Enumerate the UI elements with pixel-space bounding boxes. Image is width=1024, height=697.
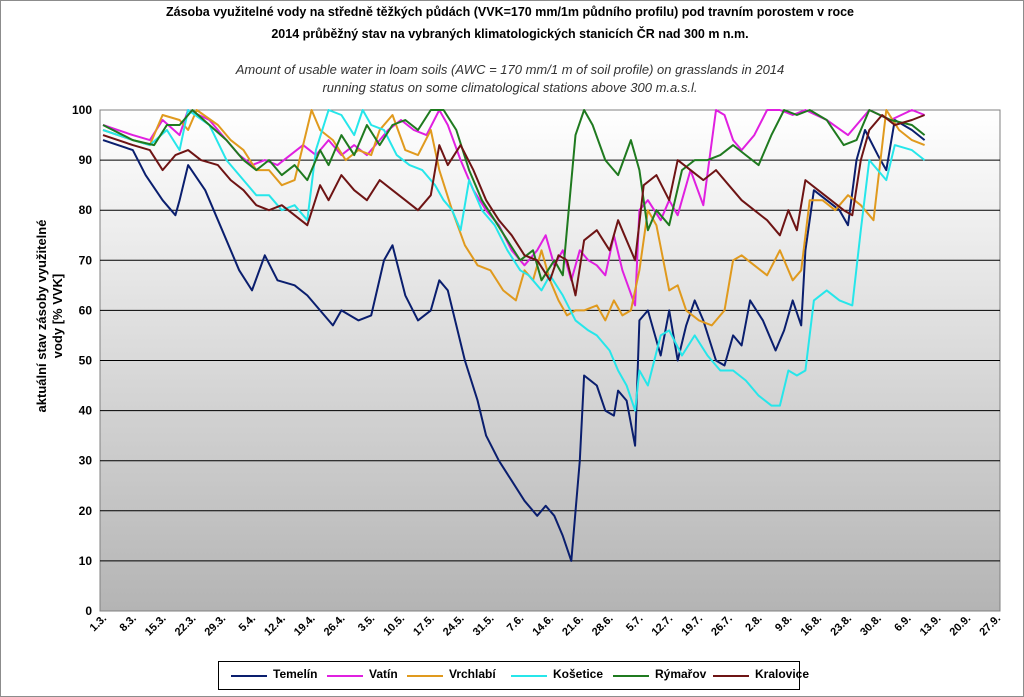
- legend-label: Temelín: [273, 667, 318, 681]
- x-tick-label: 26.7.: [709, 613, 735, 639]
- x-tick-label: 27.9.: [977, 613, 1003, 639]
- x-tick-label: 16.8.: [799, 613, 825, 639]
- legend-label: Rýmařov: [655, 667, 707, 681]
- series-line-3: [102, 109, 925, 327]
- series-line-6: [102, 114, 925, 297]
- legend-label: Kralovice: [755, 667, 810, 681]
- x-tick-label: 6.9.: [892, 613, 913, 634]
- x-tick-label: 17.5.: [411, 613, 437, 639]
- legend: Temelín Vatín Vrchlabí Košetice Rýmařov Kralo…: [218, 661, 809, 690]
- x-tick-label: 12.4.: [262, 613, 288, 639]
- chart-title-line2: 2014 průběžný stav na vybraných klimatol…: [271, 27, 749, 41]
- legend-swatch: [407, 675, 443, 677]
- x-tick-label: 21.6.: [560, 613, 586, 639]
- x-tick-label: 7.6.: [505, 613, 526, 634]
- y-tick-label: 60: [79, 303, 93, 317]
- x-tick-label: 19.4.: [292, 613, 318, 639]
- chart-title-line1: Zásoba využitelné vody na středně těžkýc…: [166, 5, 854, 19]
- y-tick-label: 20: [79, 504, 93, 518]
- y-tick-label: 0: [85, 604, 92, 618]
- y-tick-label: 10: [79, 554, 93, 568]
- legend-swatch: [613, 675, 649, 677]
- y-tick-label: 40: [79, 404, 93, 418]
- x-tick-label: 12.7.: [650, 613, 676, 639]
- x-tick-label: 8.3.: [117, 613, 138, 634]
- x-tick-label: 22.3.: [173, 613, 199, 639]
- legend-swatch: [511, 675, 547, 677]
- x-tick-label: 29.3.: [203, 613, 229, 639]
- x-tick-label: 5.4.: [237, 613, 258, 634]
- x-tick-label: 10.5.: [381, 613, 407, 639]
- x-tick-label: 30.8.: [858, 613, 884, 639]
- x-tick-label: 20.9.: [948, 613, 974, 639]
- y-tick-label: 80: [79, 203, 93, 217]
- x-tick-label: 13.9.: [918, 613, 944, 639]
- y-tick-label: 50: [79, 354, 93, 368]
- y-tick-label: 30: [79, 454, 93, 468]
- x-tick-label: 5.7.: [624, 613, 645, 634]
- series-line-4: [102, 109, 926, 412]
- x-tick-label: 26.4.: [322, 613, 348, 639]
- x-tick-label: 2.8.: [743, 613, 764, 634]
- x-tick-label: 3.5.: [356, 613, 377, 634]
- legend-swatch: [713, 675, 749, 677]
- series-line-2: [102, 109, 925, 307]
- legend-label: Vrchlabí: [449, 667, 496, 681]
- legend-swatch: [327, 675, 363, 677]
- legend-swatch: [231, 675, 267, 677]
- x-tick-label: 19.7.: [679, 613, 705, 639]
- x-tick-label: 24.5.: [441, 613, 467, 639]
- x-tick-label: 28.6.: [590, 613, 616, 639]
- legend-label: Košetice: [553, 667, 604, 681]
- legend-label: Vatín: [369, 667, 398, 681]
- series-line-1: [102, 119, 926, 562]
- chart-subtitle-line2: running status on some climatological st…: [322, 80, 698, 95]
- chart-subtitle-line1: Amount of usable water in loam soils (AW…: [235, 62, 785, 77]
- y-tick-label: 100: [72, 103, 92, 117]
- x-tick-label: 9.8.: [773, 613, 794, 634]
- x-tick-label: 14.6.: [530, 613, 556, 639]
- x-tick-label: 15.3.: [143, 613, 169, 639]
- y-tick-label: 70: [79, 253, 93, 267]
- x-tick-label: 23.8.: [828, 613, 854, 639]
- x-tick-label: 31.5.: [471, 613, 497, 639]
- y-tick-label: 90: [79, 153, 93, 167]
- series-line-5: [102, 109, 926, 282]
